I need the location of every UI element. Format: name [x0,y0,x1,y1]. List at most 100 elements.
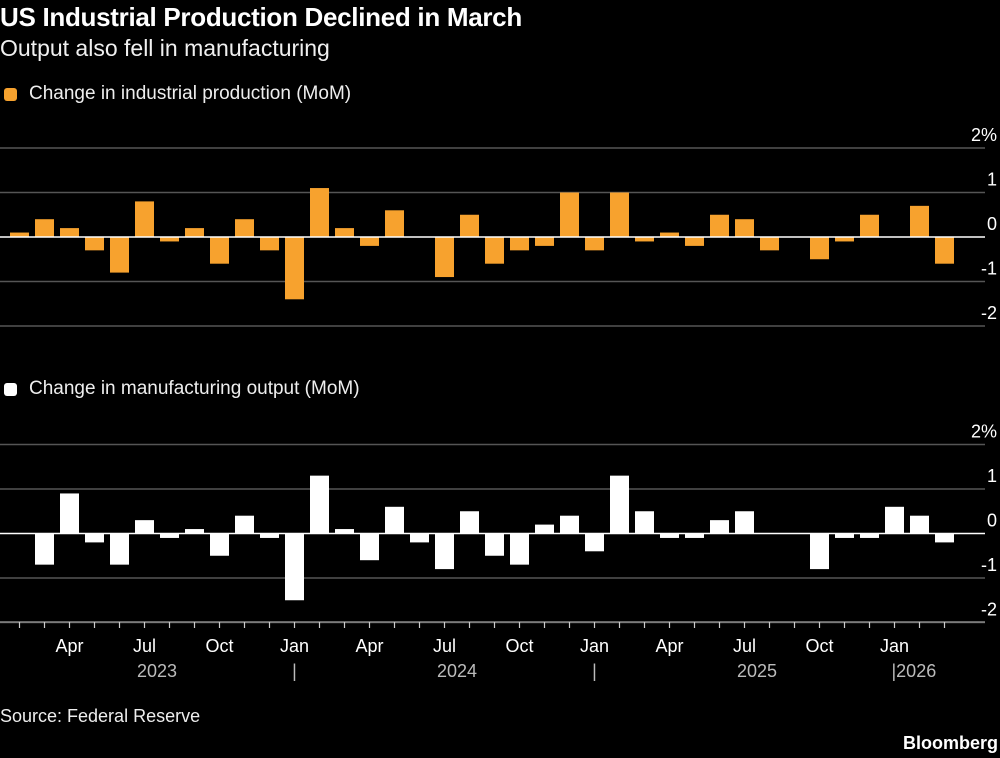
bar-manufacturing [635,511,654,534]
bar-manufacturing [560,515,579,534]
bar-manufacturing [210,533,229,556]
bar-industrial [635,237,654,242]
year-separator: | [292,661,297,681]
bar-manufacturing [935,533,954,543]
bar-industrial [335,228,354,237]
bar-manufacturing [885,506,904,534]
bar-industrial [310,188,329,237]
bar-manufacturing [685,533,704,538]
bar-industrial [160,237,179,242]
bar-manufacturing [185,529,204,534]
bar-industrial [285,237,304,300]
bar-industrial [510,237,529,251]
year-label: 2025 [737,661,777,681]
bar-industrial [35,219,54,237]
x-tick-label: Jan [280,636,309,656]
bar-industrial [10,232,29,237]
y-tick-label-manufacturing: 2% [971,422,997,442]
bar-manufacturing [285,533,304,601]
bar-industrial [610,192,629,237]
bar-manufacturing [910,515,929,534]
y-tick-label-manufacturing: 0 [987,511,997,531]
bar-manufacturing [660,533,679,538]
bar-industrial [85,237,104,251]
bar-manufacturing [335,529,354,534]
x-tick-label: Jul [133,636,156,656]
bar-manufacturing [610,475,629,534]
x-tick-label: Apr [655,636,683,656]
x-tick-label: Oct [205,636,233,656]
bar-manufacturing [710,520,729,534]
bar-industrial [810,237,829,260]
bar-industrial [460,214,479,237]
bar-industrial [910,205,929,237]
bar-manufacturing [310,475,329,534]
y-tick-label-manufacturing: -1 [981,555,997,575]
x-tick-label: Apr [55,636,83,656]
bar-manufacturing [360,533,379,561]
legend-industrial: Change in industrial production (MoM) [0,83,351,105]
bar-industrial [735,219,754,237]
bar-manufacturing [735,511,754,534]
brand-logo: Bloomberg [902,733,998,753]
y-tick-label-industrial: -1 [981,259,997,279]
bar-industrial [535,237,554,246]
chart-subtitle: Output also fell in manufacturing [0,35,330,61]
legend-swatch-industrial [4,87,17,101]
year-label: |2026 [892,661,937,681]
bar-manufacturing [260,533,279,538]
year-label: 2023 [137,661,177,681]
bar-manufacturing [235,515,254,534]
bar-industrial [685,237,704,246]
bar-manufacturing [385,506,404,534]
legend-manufacturing: Change in manufacturing output (MoM) [0,378,360,400]
bar-industrial [860,214,879,237]
bar-manufacturing [160,533,179,538]
source-note: Source: Federal Reserve [0,706,201,726]
bar-manufacturing [810,533,829,570]
bar-manufacturing [410,533,429,543]
y-tick-label-manufacturing: 1 [987,466,997,486]
bar-industrial [210,237,229,264]
year-separator: | [592,661,597,681]
bar-manufacturing [460,511,479,534]
x-tick-label: Apr [355,636,383,656]
bar-manufacturing [535,524,554,534]
chart-title: US Industrial Production Declined in Mar… [0,2,522,32]
bar-industrial [385,210,404,237]
bar-manufacturing [60,493,79,534]
y-tick-label-industrial: -2 [981,303,997,323]
bar-manufacturing [435,533,454,570]
bar-industrial [585,237,604,251]
y-tick-label-industrial: 0 [987,214,997,234]
bar-manufacturing [860,533,879,538]
bar-manufacturing [85,533,104,543]
x-tick-label: Oct [505,636,533,656]
y-tick-label-industrial: 2% [971,125,997,145]
bar-industrial [660,232,679,237]
year-label: 2024 [437,661,477,681]
legend-label-manufacturing: Change in manufacturing output (MoM) [29,378,360,399]
x-tick-label: Oct [805,636,833,656]
bar-manufacturing [110,533,129,565]
x-tick-label: Jul [433,636,456,656]
bar-manufacturing [35,533,54,565]
bar-industrial [235,219,254,237]
bar-industrial [435,237,454,278]
bar-manufacturing [135,520,154,534]
bar-manufacturing [510,533,529,565]
bar-industrial [135,201,154,237]
bar-industrial [110,237,129,273]
legend-label-industrial: Change in industrial production (MoM) [29,83,352,104]
bar-industrial [935,237,954,264]
legend-swatch-manufacturing [4,382,17,396]
y-tick-label-industrial: 1 [987,170,997,190]
bar-manufacturing [485,533,504,556]
bar-manufacturing [835,533,854,538]
x-tick-label: Jan [880,636,909,656]
bar-industrial [710,214,729,237]
bar-industrial [560,192,579,237]
bar-industrial [360,237,379,246]
x-tick-label: Jan [580,636,609,656]
